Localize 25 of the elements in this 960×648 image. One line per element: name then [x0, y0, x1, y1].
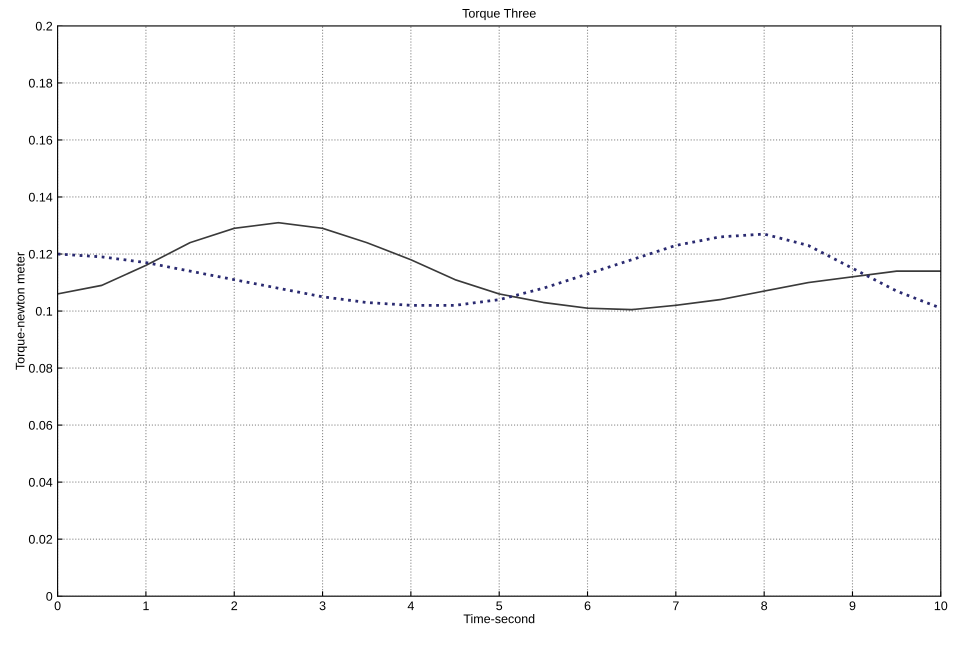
y-tick-label: 0.06 — [28, 420, 52, 430]
y-axis-title: Torque-newton meter — [16, 252, 28, 370]
y-tick-label: 0 — [46, 592, 52, 601]
y-tick-label: 0.02 — [28, 534, 52, 544]
y-tick-label: 0.12 — [28, 250, 52, 259]
x-tick-label: 8 — [761, 601, 768, 610]
x-tick-label: 5 — [496, 601, 502, 610]
x-tick-label: 10 — [934, 601, 948, 610]
x-tick-label: 9 — [850, 601, 856, 610]
y-tick-label: 0.04 — [28, 478, 52, 487]
y-tick-label: 0.08 — [28, 364, 52, 373]
x-tick-label: 7 — [673, 601, 679, 610]
x-tick-label: 0 — [54, 601, 61, 610]
y-tick-label: 0.16 — [28, 136, 52, 145]
chart-title: Torque Three — [462, 8, 536, 20]
x-tick-label: 3 — [320, 601, 326, 610]
y-tick-label: 0.18 — [28, 78, 52, 88]
x-tick-label: 4 — [408, 601, 414, 610]
y-tick-label: 0.1 — [36, 306, 52, 316]
x-tick-label: 2 — [231, 601, 238, 610]
y-tick-label: 0.14 — [28, 192, 52, 202]
x-tick-label: 6 — [584, 601, 590, 610]
y-tick-label: 0.2 — [36, 22, 52, 31]
x-tick-label: 1 — [143, 601, 149, 610]
x-axis-title: Time-second — [464, 614, 534, 624]
